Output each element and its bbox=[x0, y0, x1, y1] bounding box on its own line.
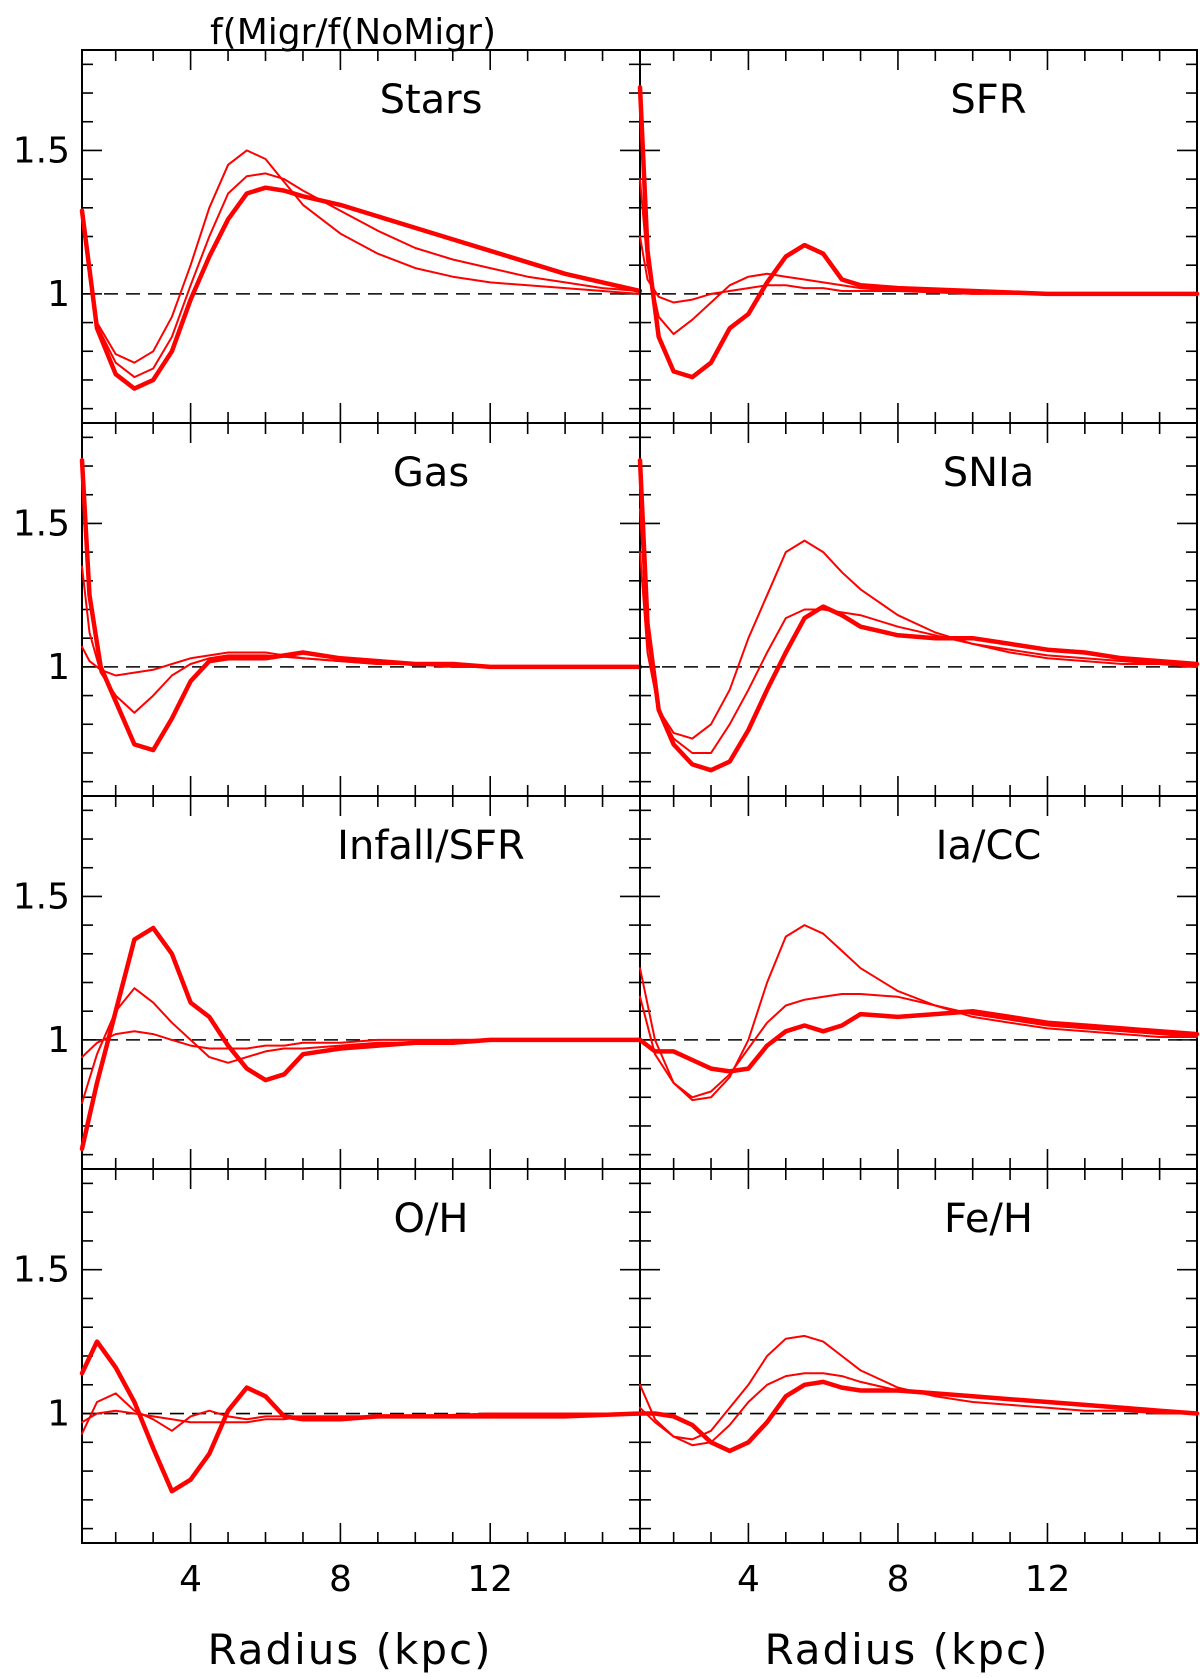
series-line-1 bbox=[637, 85, 1200, 380]
series-line-2 bbox=[639, 993, 1198, 1099]
panel-frame bbox=[639, 422, 1198, 797]
panel-frame bbox=[639, 1168, 1198, 1544]
panel-title: SFR bbox=[950, 77, 1026, 123]
y-tick-label: 1.5 bbox=[13, 1250, 70, 1291]
x-axis-label-left: Radius (kpc) bbox=[207, 1625, 492, 1674]
y-tick-label: 1 bbox=[47, 274, 70, 315]
panels: 1 1.5 Stars SFR 1 1.5 Gas SNIa 1 1.5 Infall/SFR Ia/… bbox=[13, 49, 1200, 1600]
series-line-2 bbox=[639, 1372, 1198, 1447]
panel-title: SNIa bbox=[943, 450, 1035, 496]
series-line-2 bbox=[639, 178, 1198, 336]
series-line-3 bbox=[81, 149, 641, 364]
panel-o-h: 1 1.5 4 8 12 O/H bbox=[13, 1168, 643, 1600]
series-line-3 bbox=[639, 539, 1198, 740]
panel-frame bbox=[639, 795, 1198, 1170]
panel-sfr: SFR bbox=[637, 49, 1200, 424]
y-tick-label: 1 bbox=[47, 647, 70, 688]
series-line-1 bbox=[79, 458, 643, 753]
y-tick-label: 1 bbox=[47, 1394, 70, 1435]
x-tick-label: 8 bbox=[329, 1559, 352, 1600]
panel-title: Ia/CC bbox=[936, 823, 1042, 869]
series-line-3 bbox=[81, 1409, 641, 1424]
panel-title: Infall/SFR bbox=[337, 823, 525, 869]
panel-frame bbox=[81, 49, 641, 424]
y-tick-label: 1.5 bbox=[13, 130, 70, 171]
panel-snia: SNIa bbox=[637, 422, 1200, 797]
series-line-2 bbox=[81, 565, 641, 714]
y-tick-label: 1.5 bbox=[13, 876, 70, 917]
series-line-3 bbox=[639, 1334, 1198, 1441]
series-line-3 bbox=[81, 645, 641, 677]
x-tick-label: 4 bbox=[179, 1559, 202, 1600]
x-tick-label: 4 bbox=[737, 1559, 760, 1600]
panel-ia-cc: Ia/CC bbox=[637, 795, 1200, 1170]
series-line-3 bbox=[81, 1030, 641, 1059]
series-line-1 bbox=[79, 185, 643, 391]
x-axis-label-right: Radius (kpc) bbox=[764, 1625, 1049, 1674]
panel-infall-sfr: 1 1.5 Infall/SFR bbox=[13, 795, 643, 1170]
panel-fe-h: 4 8 12 Fe/H bbox=[637, 1168, 1200, 1600]
series-line-3 bbox=[639, 924, 1198, 1102]
panel-frame bbox=[639, 49, 1198, 424]
panel-title: Stars bbox=[380, 77, 483, 123]
panel-title: Fe/H bbox=[944, 1196, 1033, 1242]
series-line-1 bbox=[637, 1008, 1200, 1074]
figure-title: f(Migr/f(NoMigr) bbox=[210, 12, 496, 53]
series-line-2 bbox=[639, 508, 1198, 754]
series-line-2 bbox=[81, 172, 641, 379]
series-line-1 bbox=[637, 458, 1200, 773]
y-tick-label: 1.5 bbox=[13, 503, 70, 544]
series-line-3 bbox=[639, 235, 1198, 304]
x-tick-label: 8 bbox=[886, 1559, 909, 1600]
x-tick-label: 12 bbox=[467, 1559, 513, 1600]
panel-stars: 1 1.5 Stars bbox=[13, 49, 643, 424]
panel-frame bbox=[81, 422, 641, 797]
y-tick-label: 1 bbox=[47, 1020, 70, 1061]
panel-frame bbox=[81, 1168, 641, 1544]
panel-title: Gas bbox=[393, 450, 469, 496]
panel-gas: 1 1.5 Gas bbox=[13, 422, 643, 797]
x-tick-label: 12 bbox=[1025, 1559, 1071, 1600]
panel-title: O/H bbox=[393, 1196, 468, 1242]
